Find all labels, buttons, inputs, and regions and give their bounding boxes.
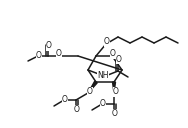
Text: O: O (62, 94, 68, 104)
Polygon shape (88, 81, 97, 93)
Text: O: O (113, 88, 119, 97)
Text: O: O (46, 41, 52, 51)
Text: O: O (116, 55, 122, 63)
Text: O: O (112, 109, 118, 119)
Polygon shape (112, 82, 115, 93)
Text: O: O (104, 38, 110, 46)
Text: O: O (56, 50, 62, 58)
Text: O: O (87, 88, 93, 97)
Text: O: O (100, 99, 106, 108)
Text: O: O (36, 51, 42, 60)
Text: O: O (74, 105, 80, 115)
Text: NH: NH (97, 72, 109, 81)
Text: O: O (110, 50, 116, 58)
